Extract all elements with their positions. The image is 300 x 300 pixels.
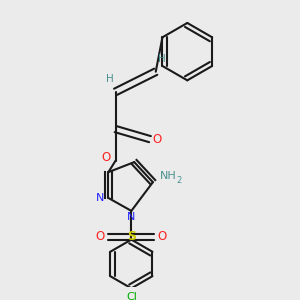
Text: O: O	[96, 230, 105, 243]
Text: N: N	[96, 193, 104, 203]
Text: Cl: Cl	[126, 292, 137, 300]
Text: NH: NH	[159, 172, 176, 182]
Text: H: H	[158, 54, 165, 64]
Text: H: H	[106, 74, 114, 84]
Text: S: S	[127, 230, 136, 243]
Text: 2: 2	[177, 176, 182, 185]
Text: O: O	[152, 133, 162, 146]
Text: O: O	[101, 151, 111, 164]
Text: O: O	[158, 230, 167, 243]
Text: N: N	[127, 212, 136, 222]
